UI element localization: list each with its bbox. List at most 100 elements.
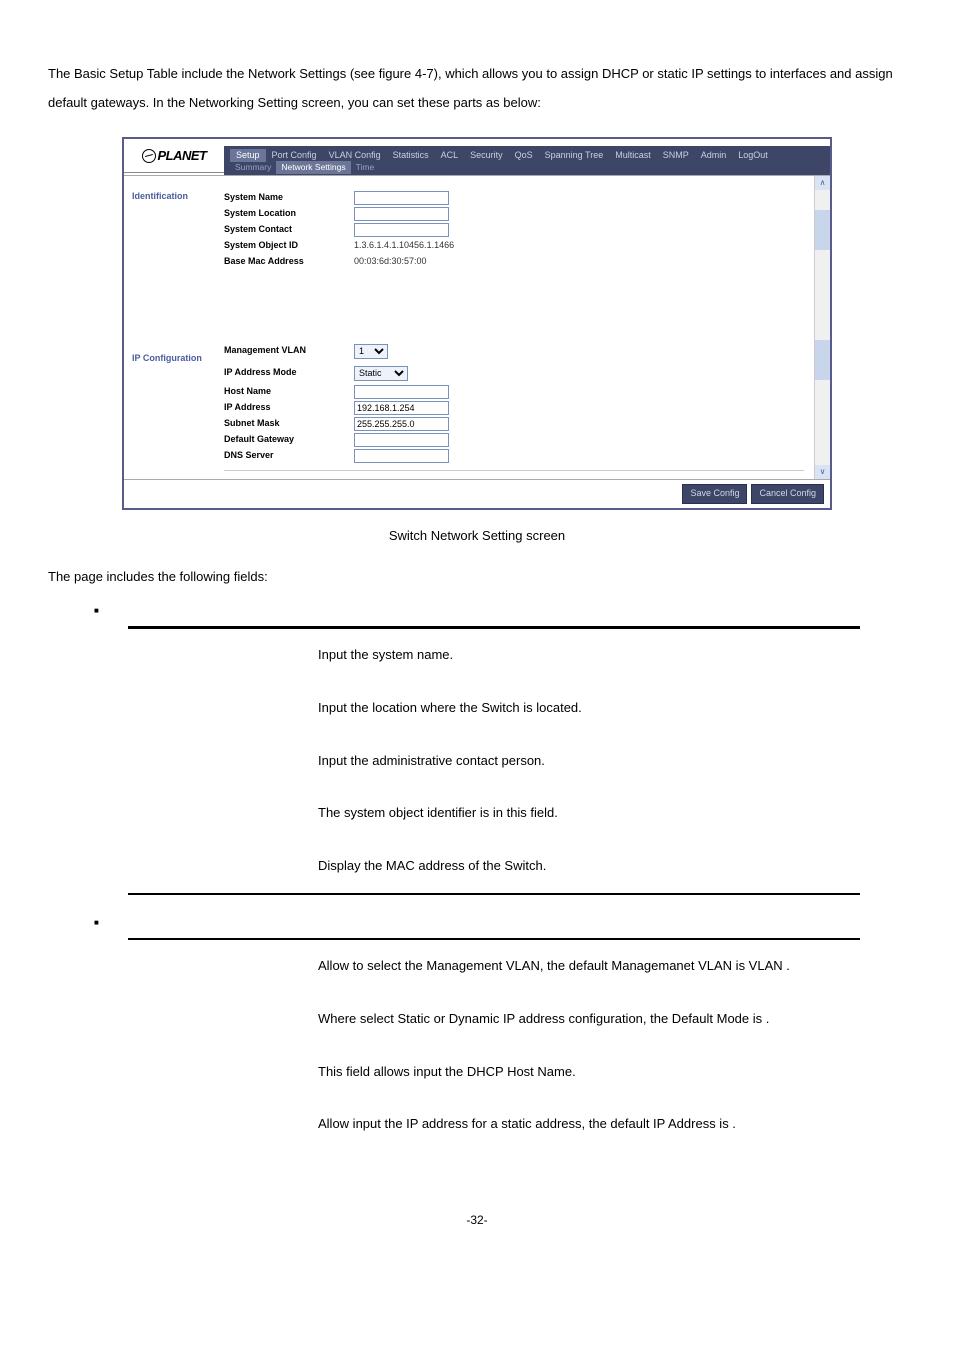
form-row: Base Mac Address00:03:6d:30:57:00 xyxy=(224,254,814,270)
page-number: -32- xyxy=(48,1211,906,1229)
select-input[interactable]: Static xyxy=(354,366,408,381)
form-row: System Contact xyxy=(224,222,814,238)
definition-label xyxy=(128,801,318,826)
menu-item-admin[interactable]: Admin xyxy=(695,149,733,163)
definition-row: Allow input the IP address for a static … xyxy=(128,1098,860,1151)
text-input[interactable] xyxy=(354,207,449,221)
planet-logo: PLANET xyxy=(124,146,224,166)
definition-row: Allow to select the Management VLAN, the… xyxy=(128,940,860,993)
form-row: Host Name xyxy=(224,384,814,400)
form-row: Default Gateway xyxy=(224,432,814,448)
identification-label: Identification xyxy=(132,190,216,204)
definition-desc: Allow input the IP address for a static … xyxy=(318,1112,860,1137)
definition-row: This field allows input the DHCP Host Na… xyxy=(128,1046,860,1099)
submenu-item-network-settings[interactable]: Network Settings xyxy=(276,161,350,174)
field-label: Default Gateway xyxy=(224,433,354,447)
text-input[interactable] xyxy=(354,433,449,447)
text-input[interactable] xyxy=(354,385,449,399)
definition-label xyxy=(128,854,318,879)
menu-item-snmp[interactable]: SNMP xyxy=(657,149,695,163)
submenu-item-time[interactable]: Time xyxy=(351,161,380,174)
definition-label xyxy=(128,696,318,721)
divider xyxy=(224,470,804,471)
definition-row: Input the system name. xyxy=(128,629,860,682)
menu-item-multicast[interactable]: Multicast xyxy=(609,149,657,163)
definition-desc: This field allows input the DHCP Host Na… xyxy=(318,1060,860,1085)
menu-item-statistics[interactable]: Statistics xyxy=(387,149,435,163)
definition-label xyxy=(128,1060,318,1085)
menu-item-acl[interactable]: ACL xyxy=(435,149,465,163)
form-row: IP Address xyxy=(224,400,814,416)
definition-label xyxy=(128,643,318,668)
cancel-config-button[interactable]: Cancel Config xyxy=(751,484,824,504)
submenu-item-summary[interactable]: Summary xyxy=(230,161,276,174)
screenshot-container: PLANET SetupPort ConfigVLAN ConfigStatis… xyxy=(122,137,832,510)
menu-item-logout[interactable]: LogOut xyxy=(732,149,774,163)
menu-item-security[interactable]: Security xyxy=(464,149,509,163)
form-row: System Object ID1.3.6.1.4.1.10456.1.1466 xyxy=(224,238,814,254)
definition-table-2: Allow to select the Management VLAN, the… xyxy=(128,938,860,1151)
definition-row: The system object identifier is in this … xyxy=(128,787,860,840)
field-label: IP Address xyxy=(224,401,354,415)
form-row: IP Address ModeStatic xyxy=(224,362,814,384)
field-label: System Contact xyxy=(224,223,354,237)
definition-desc: Allow to select the Management VLAN, the… xyxy=(318,954,860,979)
definition-label xyxy=(128,1007,318,1032)
definition-desc: The system object identifier is in this … xyxy=(318,801,860,826)
save-config-button[interactable]: Save Config xyxy=(682,484,747,504)
definition-label xyxy=(128,954,318,979)
scroll-down-icon[interactable]: ∨ xyxy=(815,465,830,479)
field-label: System Location xyxy=(224,207,354,221)
menu-item-spanning-tree[interactable]: Spanning Tree xyxy=(539,149,610,163)
definition-label xyxy=(128,1112,318,1137)
screenshot-footer: Save Config Cancel Config xyxy=(124,479,830,508)
menu-item-qos[interactable]: QoS xyxy=(509,149,539,163)
definition-desc: Input the administrative contact person. xyxy=(318,749,860,774)
screenshot-left-col: Identification IP Configuration xyxy=(124,176,224,479)
ipconfig-label: IP Configuration xyxy=(132,352,216,366)
scroll-track[interactable] xyxy=(815,190,830,465)
definition-table-1: Input the system name. Input the location… xyxy=(128,626,860,894)
scroll-thumb[interactable] xyxy=(815,210,830,250)
text-input[interactable] xyxy=(354,223,449,237)
form-row: Management VLAN1 xyxy=(224,340,814,362)
definition-label xyxy=(128,749,318,774)
field-label: Host Name xyxy=(224,385,354,399)
definition-row: Input the location where the Switch is l… xyxy=(128,682,860,735)
form-row: System Name xyxy=(224,190,814,206)
scroll-thumb[interactable] xyxy=(815,340,830,380)
text-input[interactable] xyxy=(354,401,449,415)
field-value: 00:03:6d:30:57:00 xyxy=(354,255,427,269)
field-label: DNS Server xyxy=(224,449,354,463)
screenshot-body: Identification IP Configuration System N… xyxy=(124,175,830,479)
intro-text: The Basic Setup Table include the Networ… xyxy=(48,60,906,117)
text-input[interactable] xyxy=(354,417,449,431)
form-row: Subnet Mask xyxy=(224,416,814,432)
field-value: 1.3.6.1.4.1.10456.1.1466 xyxy=(354,239,454,253)
definition-row: Display the MAC address of the Switch. xyxy=(128,840,860,893)
field-label: System Name xyxy=(224,191,354,205)
bullet-1 xyxy=(94,601,906,621)
field-label: Base Mac Address xyxy=(224,255,354,269)
field-label: Management VLAN xyxy=(224,344,354,358)
field-label: Subnet Mask xyxy=(224,417,354,431)
form-row: DNS Server xyxy=(224,448,814,464)
bullet-2 xyxy=(94,913,906,933)
field-label: IP Address Mode xyxy=(224,366,354,380)
screenshot-right-col: System Name System Location System Contact… xyxy=(224,176,814,479)
definition-desc: Input the location where the Switch is l… xyxy=(318,696,860,721)
scroll-up-icon[interactable]: ∧ xyxy=(815,176,830,190)
select-input[interactable]: 1 xyxy=(354,344,388,359)
definition-desc: Where select Static or Dynamic IP addres… xyxy=(318,1007,860,1032)
definition-desc: Display the MAC address of the Switch. xyxy=(318,854,860,879)
form-row: System Location xyxy=(224,206,814,222)
fields-intro: The page includes the following fields: xyxy=(48,567,906,587)
text-input[interactable] xyxy=(354,449,449,463)
definition-row: Input the administrative contact person. xyxy=(128,735,860,788)
definition-desc: Input the system name. xyxy=(318,643,860,668)
definition-row: Where select Static or Dynamic IP addres… xyxy=(128,993,860,1046)
field-label: System Object ID xyxy=(224,239,354,253)
text-input[interactable] xyxy=(354,191,449,205)
scrollbar[interactable]: ∧ ∨ xyxy=(814,176,830,479)
figure-caption: Switch Network Setting screen xyxy=(48,526,906,546)
